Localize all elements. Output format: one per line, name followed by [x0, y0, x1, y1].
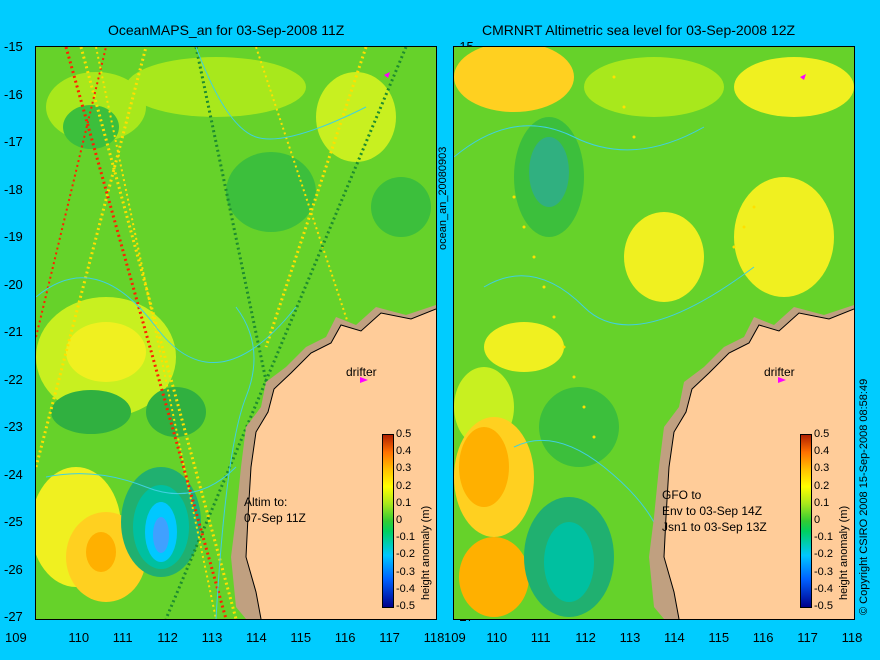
y-tick-label: -27	[4, 609, 23, 624]
colorbar-tick: 0.3	[396, 462, 412, 475]
x-tick-label: 118	[841, 630, 863, 645]
right-map[interactable]	[453, 46, 855, 620]
y-tick-label: -22	[4, 371, 23, 387]
colorbar-tick: 0.3	[814, 462, 830, 475]
y-tick-label: -19	[4, 229, 23, 244]
colorbar-tick: 0	[814, 514, 821, 526]
left-altim-line-2: 07-Sep 11Z	[244, 511, 306, 525]
colorbar-tick: -0.2	[814, 548, 833, 561]
x-tick-label: 117	[797, 630, 818, 645]
x-tick-label: 109	[5, 630, 27, 645]
left-map-title: OceanMAPS_an for 03-Sep-2008 11Z	[108, 22, 345, 38]
copyright-text: © Copyright CSIRO 2008 15-Sep-2008 08:58…	[858, 378, 870, 615]
colorbar-tick: 0.4	[396, 445, 412, 458]
y-tick-label: -23	[4, 419, 23, 434]
colorbar-tick: -0.5	[814, 600, 833, 612]
left-altim-line-1: Altim to:	[244, 495, 288, 509]
colorbar-tick: 0.1	[814, 496, 830, 509]
right-altim-line-1: GFO to	[662, 488, 702, 502]
right-colorbar	[800, 434, 812, 608]
left-map[interactable]	[35, 46, 437, 620]
colorbar-tick: -0.5	[396, 600, 415, 612]
x-tick-label: 109	[444, 630, 466, 645]
y-tick-label: -25	[4, 514, 23, 529]
colorbar-tick: -0.4	[814, 582, 833, 595]
y-tick-label: -15	[4, 39, 23, 54]
x-tick-label: 115	[290, 630, 312, 645]
colorbar-tick: 0.5	[814, 428, 830, 440]
y-tick-label: -16	[4, 86, 23, 102]
x-tick-label: 118	[423, 630, 445, 645]
x-tick-label: 116	[752, 630, 774, 645]
left-altim-note: Altim to: 07-Sep 11Z	[244, 494, 306, 526]
y-tick-label: -17	[4, 134, 23, 149]
y-tick-label: -26	[4, 561, 23, 577]
colorbar-tick: 0	[396, 514, 403, 526]
y-tick-label: -24	[4, 466, 23, 482]
left-drifter-label: drifter	[346, 365, 377, 379]
y-tick-label: -18	[4, 181, 23, 197]
colorbar-tick: 0.2	[814, 479, 830, 492]
y-tick-label: -21	[4, 324, 23, 339]
x-tick-label: 117	[379, 630, 400, 645]
y-tick-label: -20	[4, 276, 23, 292]
colorbar-tick: 0.4	[814, 445, 830, 458]
colorbar-tick: -0.4	[396, 582, 415, 595]
x-tick-label: 114	[246, 630, 267, 645]
x-tick-label: 112	[157, 630, 178, 645]
colorbar-tick: -0.3	[396, 565, 415, 578]
x-tick-label: 111	[112, 630, 133, 645]
colorbar-tick: -0.1	[396, 531, 415, 544]
colorbar-tick: -0.1	[814, 531, 833, 544]
x-tick-label: 114	[664, 630, 685, 645]
right-map-title: CMRNRT Altimetric sea level for 03-Sep-2…	[482, 22, 796, 38]
x-tick-label: 116	[334, 630, 356, 645]
colorbar-tick: -0.2	[396, 548, 415, 561]
colorbar-tick: 0.5	[396, 428, 412, 440]
left-colorbar	[382, 434, 394, 608]
right-drifter-label: drifter	[764, 365, 795, 379]
x-tick-label: 112	[575, 630, 596, 645]
dataset-side-label: ocean_an_20080903	[437, 146, 449, 250]
x-tick-label: 115	[708, 630, 730, 645]
x-tick-label: 110	[68, 630, 90, 645]
x-tick-label: 111	[530, 630, 551, 645]
right-altim-line-2: Env to 03-Sep 14Z	[662, 504, 763, 518]
right-colorbar-label: height anomaly (m)	[838, 505, 850, 600]
left-colorbar-label: height anomaly (m)	[420, 505, 432, 600]
right-altim-note: GFO to Env to 03-Sep 14Z Jsn1 to 03-Sep …	[662, 487, 767, 535]
x-tick-label: 113	[201, 630, 223, 645]
x-tick-label: 110	[486, 630, 508, 645]
right-altim-line-3: Jsn1 to 03-Sep 13Z	[662, 520, 767, 534]
x-tick-label: 113	[619, 630, 641, 645]
colorbar-tick: 0.1	[396, 496, 412, 509]
colorbar-tick: 0.2	[396, 479, 412, 492]
colorbar-tick: -0.3	[814, 565, 833, 578]
